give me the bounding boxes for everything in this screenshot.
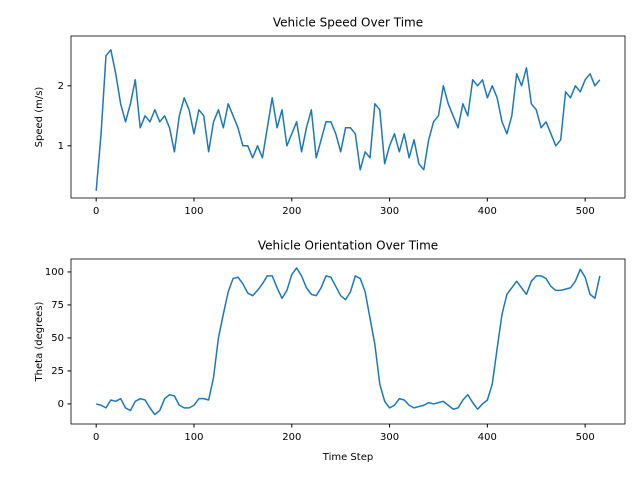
- y-tick-label: 75: [51, 300, 64, 311]
- y-tick-label: 2: [58, 81, 64, 92]
- axes-frame: [70, 258, 626, 425]
- x-tick-label: 300: [380, 206, 399, 217]
- axes-frame: [70, 35, 626, 199]
- x-tick-label: 200: [282, 206, 301, 217]
- x-tick-label: 500: [576, 206, 595, 217]
- data-line: [95, 49, 601, 191]
- data-line: [95, 267, 601, 416]
- chart-title: Vehicle Orientation Over Time: [258, 239, 438, 253]
- x-tick-label: 500: [576, 432, 595, 443]
- chart-title: Vehicle Speed Over Time: [273, 16, 423, 30]
- y-axis-label: Speed (m/s): [34, 87, 45, 148]
- x-tick-label: 300: [380, 432, 399, 443]
- x-tick-label: 100: [184, 432, 203, 443]
- y-tick-label: 100: [45, 267, 64, 278]
- y-tick-label: 25: [51, 366, 64, 377]
- x-tick-label: 100: [184, 206, 203, 217]
- y-axis-label: Theta (degrees): [34, 301, 45, 382]
- x-tick-label: 0: [93, 432, 99, 443]
- x-tick-label: 0: [93, 206, 99, 217]
- x-tick-label: 400: [478, 206, 497, 217]
- y-tick-label: 50: [51, 333, 64, 344]
- y-tick-label: 0: [58, 399, 64, 410]
- x-axis-label: Time Step: [322, 452, 373, 463]
- x-tick-label: 400: [478, 432, 497, 443]
- x-tick-label: 200: [282, 432, 301, 443]
- y-tick-label: 1: [58, 141, 64, 152]
